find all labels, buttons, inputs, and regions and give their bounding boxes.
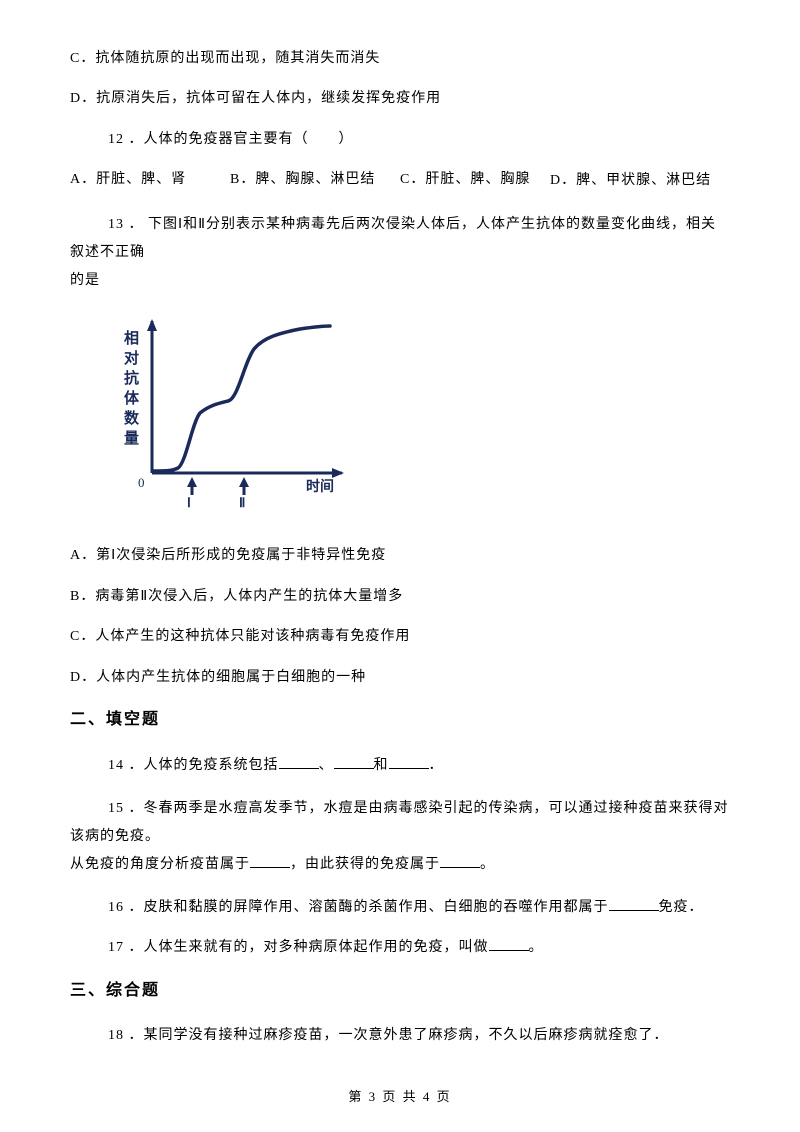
q14-blank-2 xyxy=(334,755,374,769)
section-3-heading: 三、综合题 xyxy=(70,978,730,1004)
q16-blank-1 xyxy=(609,897,659,911)
svg-text:体: 体 xyxy=(124,389,140,407)
q16-text-b: 免疫． xyxy=(659,900,704,915)
section-2-heading: 二、填空题 xyxy=(70,707,730,733)
q13-option-b: B．病毒第Ⅱ次侵入后，人体内产生的抗体大量增多 xyxy=(70,586,730,608)
q12-option-b: B．脾、胸腺、淋巴结 xyxy=(230,169,400,191)
q14-blank-1 xyxy=(279,755,319,769)
antibody-chart: 相对抗体数量 0 时间 Ⅰ Ⅱ xyxy=(92,313,730,517)
q15-text-d: 。 xyxy=(480,857,495,872)
q17-blank-1 xyxy=(489,937,529,951)
svg-text:Ⅱ: Ⅱ xyxy=(239,495,245,509)
q14-text-a: 14 ．人体的免疫系统包括 xyxy=(108,758,279,773)
svg-text:数: 数 xyxy=(124,409,140,427)
svg-text:相: 相 xyxy=(124,329,139,347)
q16-text-a: 16 ．皮肤和黏膜的屏障作用、溶菌酶的杀菌作用、白细胞的吞噬作用都属于 xyxy=(108,900,609,915)
q13-stem-line1: 13 ． 下图Ⅰ和Ⅱ分别表示某种病毒先后两次侵染人体后，人体产生抗体的数量变化曲… xyxy=(70,217,716,260)
q12-option-d: D．脾、甲状腺、淋巴结 xyxy=(550,169,730,193)
q13-stem-line2: 的是 xyxy=(70,273,100,288)
page-footer: 第 3 页 共 4 页 xyxy=(0,1087,800,1108)
q14: 14 ．人体的免疫系统包括 、 和 ． xyxy=(70,755,730,777)
chart-svg: 相对抗体数量 0 时间 Ⅰ Ⅱ xyxy=(92,313,352,509)
q14-blank-3 xyxy=(389,755,429,769)
q14-text-d: ． xyxy=(429,758,444,773)
q17: 17 ．人体生来就有的，对多种病原体起作用的免疫，叫做 。 xyxy=(70,937,730,959)
q15-text-b: 从免疫的角度分析疫苗属于 xyxy=(70,857,250,872)
svg-text:抗: 抗 xyxy=(124,369,139,387)
q15-blank-1 xyxy=(250,854,290,868)
q17-text-b: 。 xyxy=(529,940,544,955)
q11-option-c: C．抗体随抗原的出现而出现，随其消失而消失 xyxy=(70,48,730,70)
q13-option-c: C．人体产生的这种抗体只能对该种病毒有免疫作用 xyxy=(70,626,730,648)
q15: 15 ．冬春两季是水痘高发季节，水痘是由病毒感染引起的传染病，可以通过接种疫苗来… xyxy=(70,795,730,879)
q16: 16 ．皮肤和黏膜的屏障作用、溶菌酶的杀菌作用、白细胞的吞噬作用都属于 免疫． xyxy=(70,897,730,919)
q18: 18 ．某同学没有接种过麻疹疫苗，一次意外患了麻疹病，不久以后麻疹病就痊愈了． xyxy=(70,1025,730,1047)
svg-text:对: 对 xyxy=(124,349,139,367)
svg-text:时间: 时间 xyxy=(306,478,334,495)
svg-text:0: 0 xyxy=(138,475,145,490)
svg-text:Ⅰ: Ⅰ xyxy=(187,495,191,509)
q13-stem: 13 ． 下图Ⅰ和Ⅱ分别表示某种病毒先后两次侵染人体后，人体产生抗体的数量变化曲… xyxy=(70,211,730,295)
q15-text-c: ，由此获得的免疫属于 xyxy=(290,857,440,872)
q14-text-c: 和 xyxy=(374,758,389,773)
q13-option-a: A．第Ⅰ次侵染后所形成的免疫属于非特异性免疫 xyxy=(70,545,730,567)
q17-text-a: 17 ．人体生来就有的，对多种病原体起作用的免疫，叫做 xyxy=(108,940,489,955)
q12-stem: 12 ．人体的免疫器官主要有（ ） xyxy=(70,129,730,151)
q13-option-d: D．人体内产生抗体的细胞属于白细胞的一种 xyxy=(70,667,730,689)
q14-text-b: 、 xyxy=(319,758,334,773)
q12-option-c: C．肝脏、脾、胸腺 xyxy=(400,169,550,191)
q12-options: A．肝脏、脾、肾 B．脾、胸腺、淋巴结 C．肝脏、脾、胸腺 D．脾、甲状腺、淋巴… xyxy=(70,169,730,193)
q12-option-a: A．肝脏、脾、肾 xyxy=(70,169,230,191)
q15-text-a: 15 ．冬春两季是水痘高发季节，水痘是由病毒感染引起的传染病，可以通过接种疫苗来… xyxy=(70,801,729,844)
q11-option-d: D．抗原消失后，抗体可留在人体内，继续发挥免疫作用 xyxy=(70,88,730,110)
q15-blank-2 xyxy=(440,854,480,868)
svg-text:量: 量 xyxy=(124,430,139,447)
